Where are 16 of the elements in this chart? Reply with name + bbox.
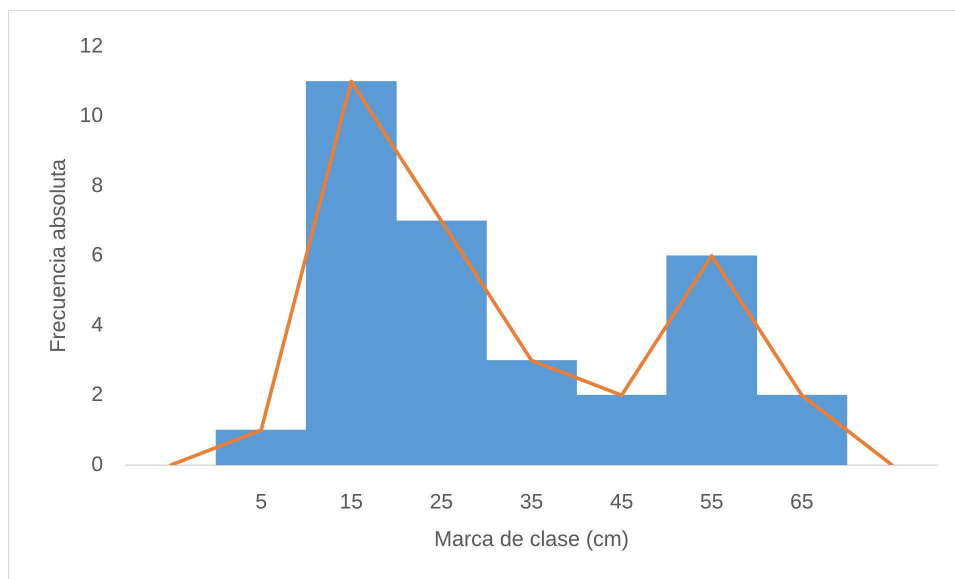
y-tick-label: 12 [80, 34, 103, 58]
x-tick-label: 25 [430, 490, 454, 514]
y-tick-label: 4 [91, 313, 104, 336]
x-tick-label: 65 [790, 490, 814, 514]
y-tick-label: 0 [91, 452, 103, 476]
y-axis-title: Frecuencia absoluta [46, 158, 70, 353]
y-tick-label: 10 [80, 104, 103, 128]
x-tick-label: 35 [520, 490, 544, 514]
y-tick-label: 6 [91, 244, 103, 267]
x-tick-label: 15 [340, 490, 363, 514]
x-tick-label: 45 [610, 490, 634, 514]
x-tick-label: 55 [700, 490, 724, 514]
x-axis-title: Marca de clase (cm) [434, 527, 629, 552]
x-tick-label: 5 [255, 490, 268, 514]
y-tick-label: 2 [91, 383, 103, 406]
y-tick-label: 8 [91, 174, 103, 197]
